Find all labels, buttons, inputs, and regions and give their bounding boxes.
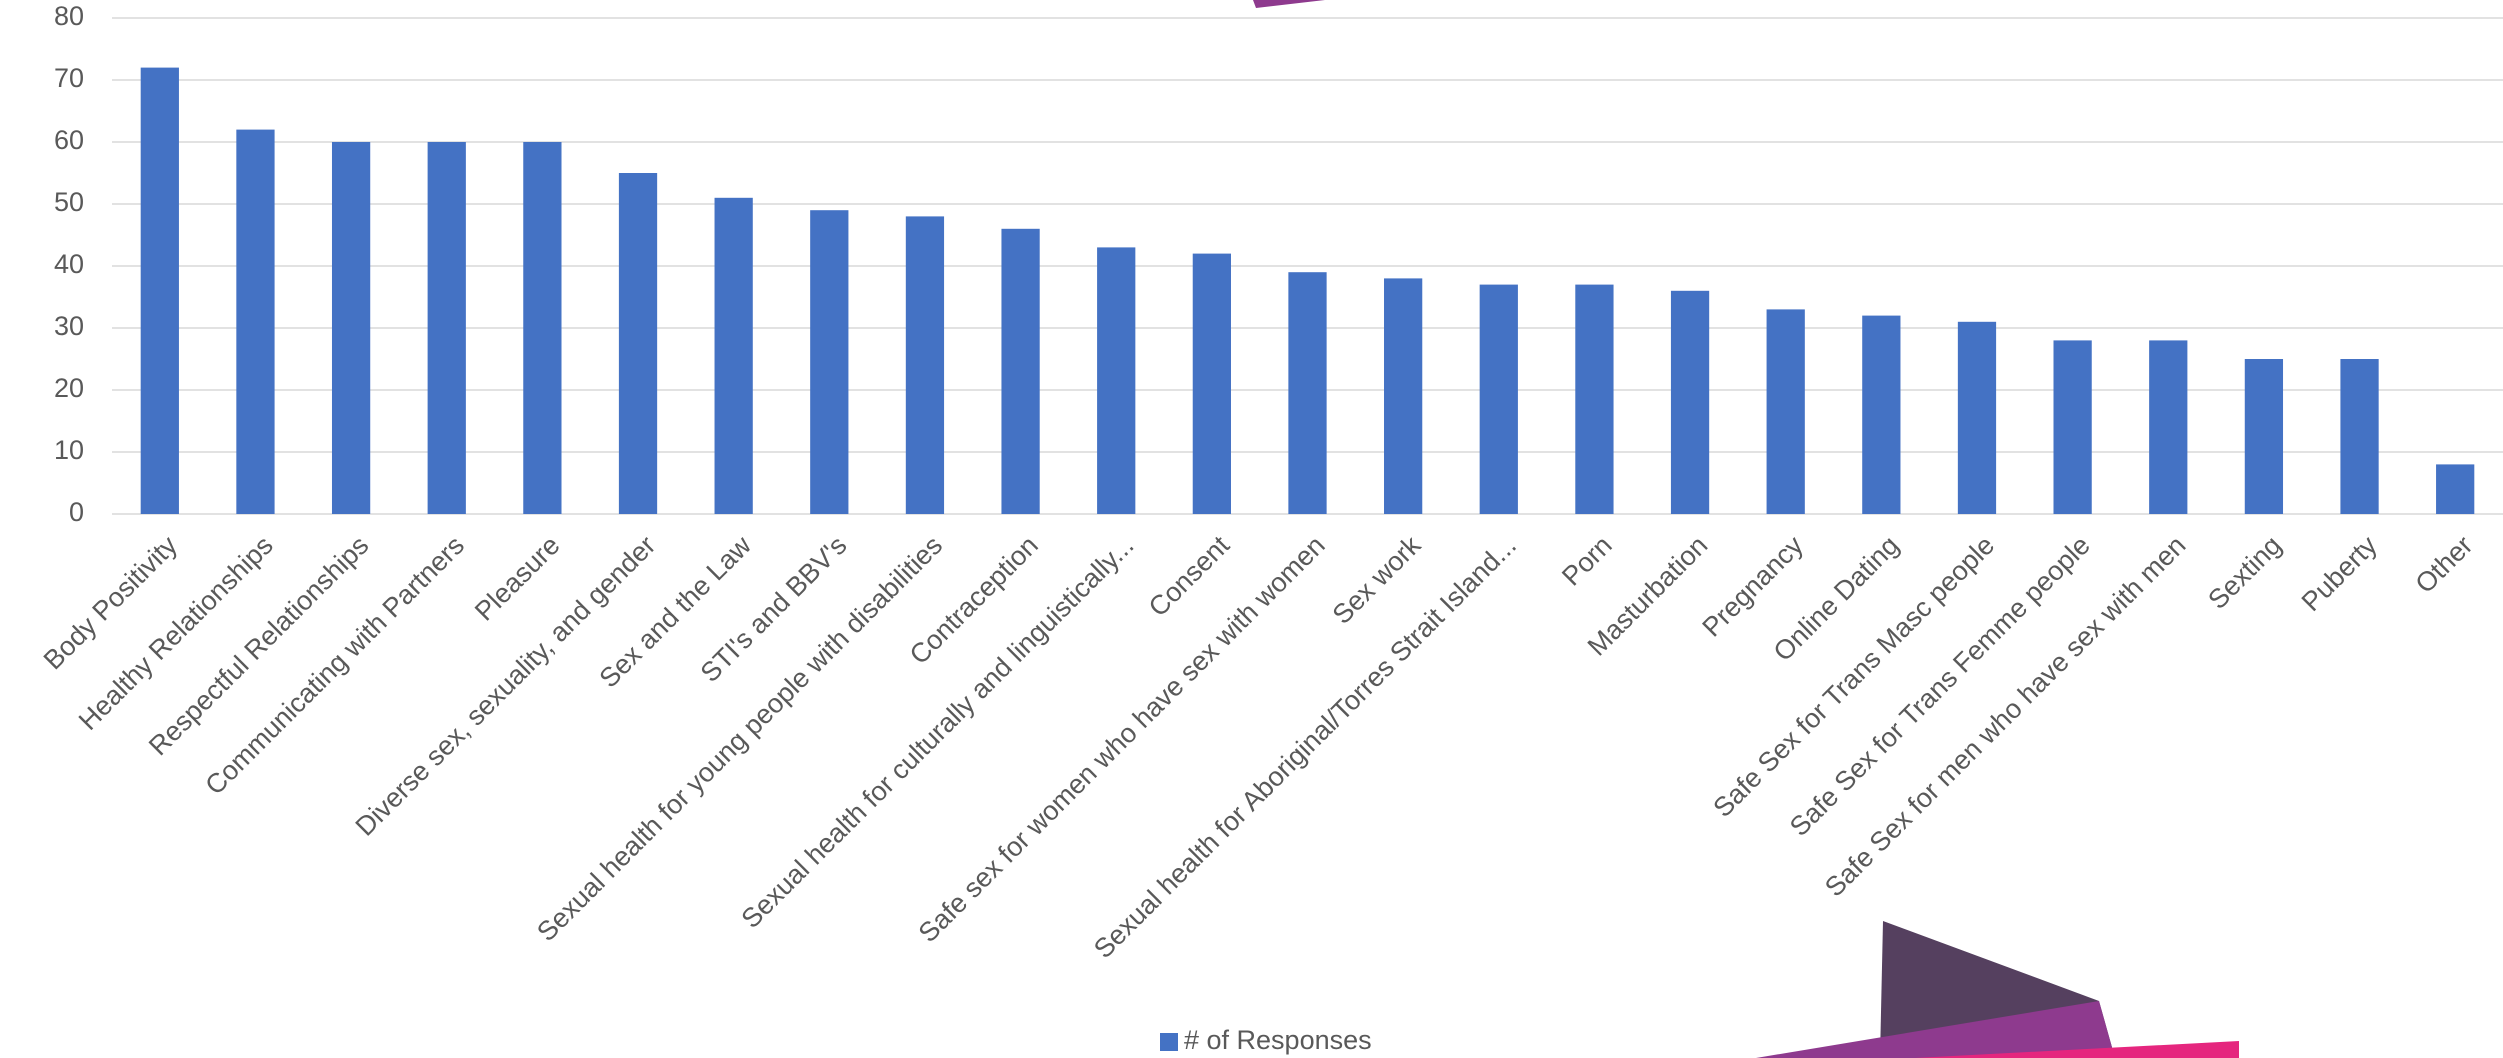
bar [1575,284,1614,514]
x-tick-label: Healthy Relationships [73,530,279,736]
x-tick-label: Porn [1556,530,1618,592]
x-tick-label: Other [2409,530,2478,599]
bar [1288,272,1327,514]
x-tick-label: Safe Sex for men who have sex with men [1819,530,2191,902]
y-tick-label: 50 [54,187,84,217]
decoration [1253,0,1325,8]
y-tick-label: 10 [54,435,84,465]
y-tick-label: 30 [54,311,84,341]
bar [2244,359,2284,514]
bar [714,197,753,515]
bar [236,129,275,514]
x-tick-label: Sexting [2202,530,2287,615]
bar [1192,253,1231,514]
bar [331,142,371,514]
bar [1479,284,1518,514]
y-tick-label: 70 [54,63,84,93]
legend-label: # of Responses [1184,1025,1372,1055]
x-tick-label: Sex work [1327,530,1427,630]
bar [2149,340,2188,514]
bar [1957,321,1997,514]
bar [1766,309,1805,514]
legend-swatch [1160,1033,1178,1051]
bar [1097,247,1136,514]
decoration [1756,1001,2115,1058]
bar [1384,278,1423,514]
bar [140,67,179,514]
bar [523,142,562,514]
bar [427,142,466,514]
bar [905,216,945,514]
bar [810,210,849,514]
y-tick-label: 20 [54,373,84,403]
x-tick-label: Puberty [2296,530,2383,617]
y-tick-label: 0 [69,497,84,527]
decoration [1915,1041,2239,1058]
bar [1862,315,1901,514]
y-tick-label: 60 [54,125,84,155]
bar [1001,228,1040,515]
y-tick-label: 80 [54,1,84,31]
bar [2436,464,2475,514]
y-tick-label: 40 [54,249,84,279]
bar [1670,290,1710,514]
bar [2340,359,2379,514]
x-tick-label: Pleasure [469,530,566,627]
x-tick-label: Consent [1143,530,1236,623]
bar [618,173,658,514]
bar [2053,340,2092,514]
